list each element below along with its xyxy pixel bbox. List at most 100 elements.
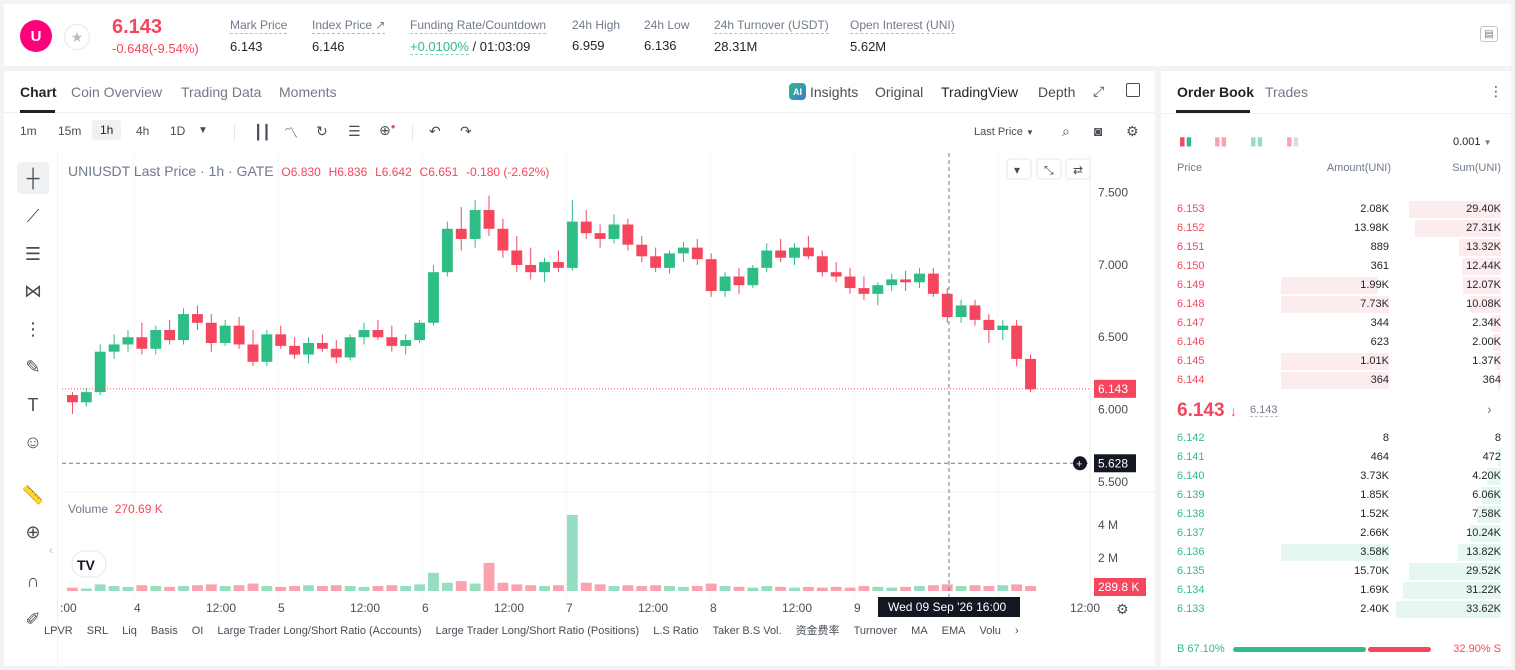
insights-button[interactable]: Insights	[810, 84, 859, 100]
price-source-select[interactable]: Last Price ▼	[974, 126, 1034, 138]
bid-row[interactable]: 6.136 3.58K 13.82K	[1161, 543, 1511, 562]
ask-row[interactable]: 6.146 623 2.00K	[1161, 333, 1511, 352]
indicator-item[interactable]: SRL	[86, 625, 109, 637]
fullscreen-icon[interactable]	[1126, 83, 1140, 97]
funding-rate[interactable]: +0.0100%	[410, 39, 469, 55]
ask-row[interactable]: 6.145 1.01K 1.37K	[1161, 352, 1511, 371]
tab-trades[interactable]: Trades	[1265, 84, 1309, 100]
tab-moments[interactable]: Moments	[279, 84, 337, 100]
indicator-item[interactable]: Turnover	[853, 625, 898, 637]
bid-row[interactable]: 6.141 464 472	[1161, 448, 1511, 467]
text-icon[interactable]: T	[27, 394, 39, 415]
camera-icon[interactable]: ◙	[1094, 123, 1103, 139]
bid-row[interactable]: 6.134 1.69K 31.22K	[1161, 581, 1511, 600]
bid-row[interactable]: 6.142 8 8	[1161, 429, 1511, 448]
bid-row[interactable]: 6.137 2.66K 10.24K	[1161, 524, 1511, 543]
indicator-item[interactable]: 资金费率	[795, 625, 840, 637]
templates-icon[interactable]: ☰	[348, 123, 361, 139]
book-asks-icon[interactable]: ▮▮	[1214, 134, 1228, 148]
timeframe-4h[interactable]: 4h	[136, 124, 150, 138]
search-icon[interactable]: ⌕	[1062, 123, 1070, 139]
horizontal-lines-icon[interactable]: ☰	[24, 243, 42, 264]
timeframe-1m[interactable]: 1m	[20, 124, 37, 138]
fib-icon[interactable]: ⋮	[24, 318, 42, 339]
lock-drawing-icon[interactable]: ✐	[25, 608, 41, 629]
mark-price-label[interactable]: Mark Price	[230, 18, 288, 34]
volume-bar	[261, 586, 273, 591]
ask-row[interactable]: 6.152 13.98K 27.31K	[1161, 219, 1511, 238]
precision-select[interactable]: 0.001 ▼	[1453, 136, 1492, 148]
zoom-in-icon[interactable]: ⊕	[25, 521, 41, 542]
indicator-item[interactable]: Basis	[150, 625, 178, 637]
indicator-item[interactable]: Volu	[979, 625, 1001, 637]
emoji-icon[interactable]: ☺	[23, 431, 43, 452]
replay-icon[interactable]: ↻	[316, 123, 328, 139]
indicator-next-icon[interactable]: ›	[1014, 625, 1019, 637]
chevron-right-icon[interactable]: ›	[1487, 401, 1492, 417]
indicator-item[interactable]: Large Trader Long/Short Ratio (Positions…	[435, 625, 640, 637]
bid-row[interactable]: 6.140 3.73K 4.20K	[1161, 467, 1511, 486]
indicator-item[interactable]: OI	[191, 625, 204, 637]
bid-row[interactable]: 6.139 1.85K 6.06K	[1161, 486, 1511, 505]
bid-row[interactable]: 6.133 2.40K 33.62K	[1161, 600, 1511, 619]
ask-row[interactable]: 6.153 2.08K 29.40K	[1161, 200, 1511, 219]
indicators-icon[interactable]: 〽	[284, 125, 298, 141]
turnover-label[interactable]: 24h Turnover (USDT)	[714, 18, 829, 34]
book-both-icon[interactable]: ▮▮	[1179, 134, 1193, 148]
add-alert-icon[interactable]: ⊕●	[379, 122, 396, 138]
timeframe-1d[interactable]: 1D	[170, 124, 186, 138]
tab-coin-overview[interactable]: Coin Overview	[71, 84, 163, 100]
candle-body	[261, 334, 273, 362]
price-chart[interactable]: 7.500 7.000 6.500 6.000 5.500 4 M 2 M 6.143 5.62…	[4, 71, 1155, 666]
ruler-icon[interactable]: 📏	[21, 484, 45, 505]
bid-row[interactable]: 6.135 15.70K 29.52K	[1161, 562, 1511, 581]
view-tradingview-button[interactable]: TradingView	[941, 84, 1019, 100]
bid-row[interactable]: 6.138 1.52K 7.58K	[1161, 505, 1511, 524]
indicator-item[interactable]: Taker B.S Vol.	[712, 625, 782, 637]
redo-icon[interactable]: ↷	[460, 123, 472, 139]
row-sum: 12.07K	[1466, 279, 1501, 291]
tab-order-book[interactable]: Order Book	[1177, 84, 1255, 100]
brush-icon[interactable]: ✎	[25, 356, 41, 377]
timeframe-15m[interactable]: 15m	[58, 124, 82, 138]
view-original-button[interactable]: Original	[875, 84, 924, 100]
trend-line-icon[interactable]: ⟋	[26, 205, 40, 226]
ask-row[interactable]: 6.149 1.99K 12.07K	[1161, 276, 1511, 295]
ask-row[interactable]: 6.151 889 13.32K	[1161, 238, 1511, 257]
funding-label[interactable]: Funding Rate/Countdown	[410, 18, 547, 34]
more-options-icon[interactable]: ⋮	[1489, 83, 1503, 99]
ask-row[interactable]: 6.150 361 12.44K	[1161, 257, 1511, 276]
open-interest-label[interactable]: Open Interest (UNI)	[850, 18, 955, 34]
indicator-item[interactable]: Large Trader Long/Short Ratio (Accounts)	[217, 625, 422, 637]
ask-row[interactable]: 6.144 364 364	[1161, 371, 1511, 390]
crosshair-icon[interactable]: ┼	[17, 162, 49, 194]
volume-bar	[122, 586, 134, 591]
ai-insights-icon: AI	[789, 83, 806, 100]
indicator-item[interactable]: EMA	[941, 625, 966, 637]
candle-type-icon[interactable]: ┃┃	[254, 124, 271, 140]
tab-trading-data[interactable]: Trading Data	[181, 84, 262, 100]
timeframe-dropdown-icon[interactable]: ▼	[198, 125, 208, 136]
depth-bar	[1469, 525, 1501, 542]
ask-row[interactable]: 6.148 7.73K 10.08K	[1161, 295, 1511, 314]
indicator-item[interactable]: Liq	[122, 625, 137, 637]
book-split-icon[interactable]: ▮▮	[1286, 134, 1300, 148]
gear-icon[interactable]: ⚙	[1126, 123, 1139, 139]
expand-icon[interactable]: ⤢	[1093, 83, 1105, 99]
favorite-star-icon[interactable]: ★	[64, 24, 90, 50]
book-bids-icon[interactable]: ▮▮	[1250, 134, 1264, 148]
index-price-label[interactable]: Index Price ↗	[312, 18, 386, 34]
legend-high: H6.836	[328, 165, 368, 179]
magnet-icon[interactable]: ∩	[26, 570, 40, 591]
view-depth-button[interactable]: Depth	[1038, 84, 1076, 100]
ask-row[interactable]: 6.147 344 2.34K	[1161, 314, 1511, 333]
undo-icon[interactable]: ↶	[429, 123, 441, 139]
depth-bar	[1492, 334, 1501, 351]
pattern-icon[interactable]: ⋈	[24, 280, 42, 301]
timeframe-1h[interactable]: 1h	[92, 120, 122, 140]
indicator-item[interactable]: MA	[911, 625, 928, 637]
tab-chart[interactable]: Chart	[20, 84, 57, 100]
indicator-item[interactable]: LPVR	[44, 625, 73, 637]
indicator-item[interactable]: L.S Ratio	[653, 625, 699, 637]
notes-icon[interactable]: ▤	[1480, 26, 1498, 42]
